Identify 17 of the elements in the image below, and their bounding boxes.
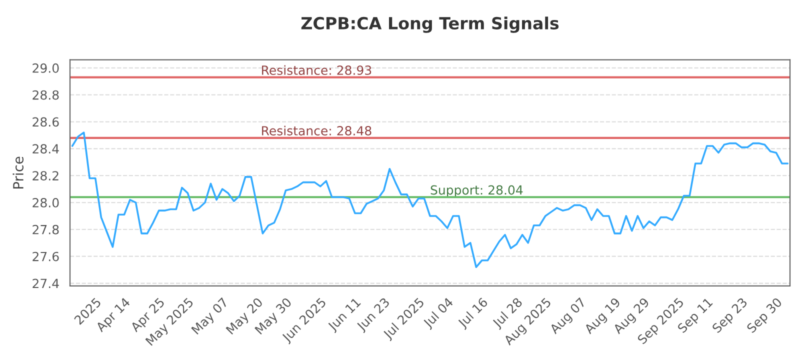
y-tick-label: 27.6	[32, 252, 59, 262]
x-tick-label: Jul 04	[422, 296, 456, 330]
y-tick-label: 28.2	[32, 171, 58, 181]
y-tick-label: 27.4	[32, 278, 59, 288]
y-tick-label: 28.0	[32, 198, 59, 208]
y-axis-title: Price	[12, 156, 24, 188]
y-tick-label: 27.8	[32, 224, 59, 234]
y-tick-label: 29.0	[32, 63, 59, 73]
y-tick-label: 28.4	[32, 144, 59, 154]
x-tick-label: Sep 30	[746, 297, 784, 336]
chart-title: ZCPB:CA Long Term Signals	[301, 16, 559, 33]
x-tick-label: Jul 16	[456, 296, 490, 330]
y-tick-label: 28.8	[32, 90, 59, 100]
ref-line-label: Support: 28.04	[430, 185, 523, 198]
ref-line-label: Resistance: 28.48	[262, 126, 372, 136]
y-tick-label: 28.6	[32, 117, 59, 127]
ref-line-label: Resistance: 28.93	[262, 65, 372, 75]
